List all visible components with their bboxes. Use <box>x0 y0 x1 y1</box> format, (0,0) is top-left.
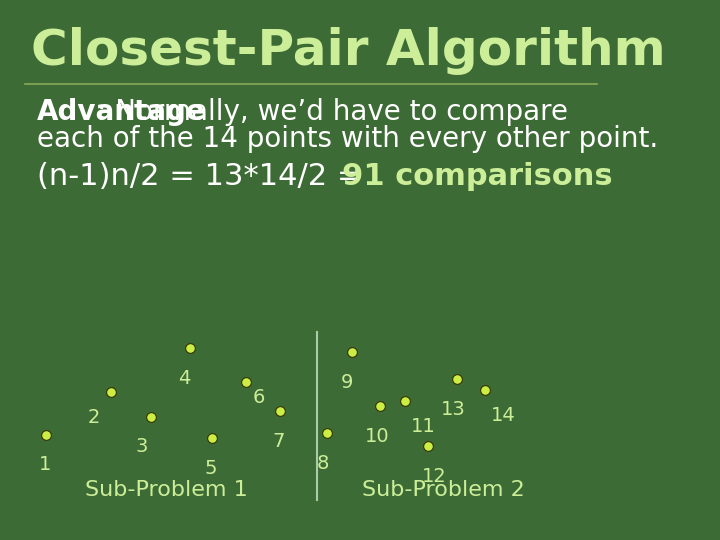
Text: 91 comparisons: 91 comparisons <box>341 162 612 191</box>
Text: 10: 10 <box>365 427 390 446</box>
Text: 13: 13 <box>441 400 466 419</box>
Text: 11: 11 <box>411 417 436 436</box>
Text: 12: 12 <box>421 467 446 486</box>
Text: 2: 2 <box>87 408 100 427</box>
Text: each of the 14 points with every other point.: each of the 14 points with every other p… <box>37 125 658 153</box>
Text: : Normally, we’d have to compare: : Normally, we’d have to compare <box>97 98 568 126</box>
Text: Sub-Problem 2: Sub-Problem 2 <box>361 480 524 500</box>
Text: 7: 7 <box>273 432 285 451</box>
Text: 8: 8 <box>316 454 328 472</box>
Text: (n-1)n/2 = 13*14/2 =: (n-1)n/2 = 13*14/2 = <box>37 162 372 191</box>
Text: 9: 9 <box>341 373 354 392</box>
Text: 14: 14 <box>491 406 516 425</box>
Text: Advantage: Advantage <box>37 98 206 126</box>
Text: Closest-Pair Algorithm: Closest-Pair Algorithm <box>31 27 665 75</box>
Text: 1: 1 <box>39 455 51 474</box>
Text: 5: 5 <box>205 459 217 478</box>
Text: 6: 6 <box>252 388 265 407</box>
Text: 4: 4 <box>179 369 191 388</box>
Text: 3: 3 <box>135 437 148 456</box>
Text: Sub-Problem 1: Sub-Problem 1 <box>85 480 248 500</box>
